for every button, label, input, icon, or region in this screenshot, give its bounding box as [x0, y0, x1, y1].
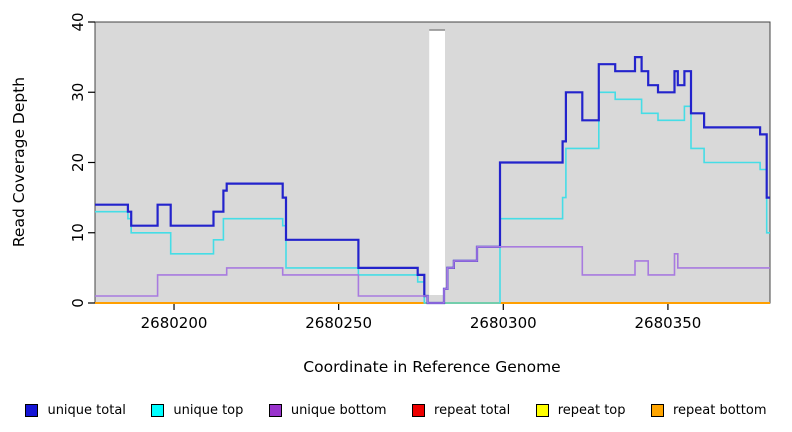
- y-tick-label: 40: [69, 12, 87, 31]
- legend-swatch-repeat-bottom: [650, 403, 664, 417]
- coverage-gap-band: [429, 30, 446, 295]
- y-axis-label: Read Coverage Depth: [10, 77, 28, 247]
- legend-swatch-unique-total: [25, 403, 39, 417]
- series-line-unique-bottom: [95, 246, 770, 304]
- legend-item-repeat-total: repeat total: [412, 403, 510, 418]
- legend-label: unique bottom: [290, 402, 387, 418]
- x-axis-label: Coordinate in Reference Genome: [303, 358, 560, 376]
- legend-label: repeat total: [434, 402, 511, 418]
- legend-swatch-unique-bottom: [268, 403, 282, 417]
- legend-label: unique total: [47, 402, 126, 418]
- y-tick-label: 10: [69, 223, 87, 242]
- legend-item-repeat-bottom: repeat bottom: [650, 402, 767, 418]
- legend-swatch-repeat-top: [535, 403, 549, 417]
- legend-label: repeat top: [557, 402, 626, 418]
- y-tick-label: 20: [69, 153, 87, 172]
- series-line-unique-top: [95, 91, 770, 304]
- y-tick-label: 30: [69, 83, 87, 102]
- plot-area: 0 10 20 30 40 2680200 2680250 2680300 2680350: [69, 12, 771, 332]
- x-tick-label: 2680350: [635, 314, 702, 332]
- legend-item-unique-total: unique total: [25, 402, 126, 418]
- x-tick-label: 2680250: [305, 314, 372, 332]
- legend-label: unique top: [173, 402, 244, 418]
- legend-item-unique-top: unique top: [151, 403, 243, 418]
- legend-swatch-repeat-total: [412, 403, 426, 417]
- legend-item-unique-bottom: unique bottom: [268, 402, 387, 418]
- x-tick-label: 2680200: [141, 314, 208, 332]
- legend-item-repeat-top: repeat top: [535, 402, 626, 418]
- chart-legend: unique total unique top unique bottom repea…: [0, 398, 792, 422]
- x-tick-label: 2680300: [470, 314, 537, 332]
- legend-label: repeat bottom: [672, 402, 767, 418]
- legend-swatch-unique-top: [151, 403, 165, 417]
- y-tick-label: 0: [69, 298, 87, 308]
